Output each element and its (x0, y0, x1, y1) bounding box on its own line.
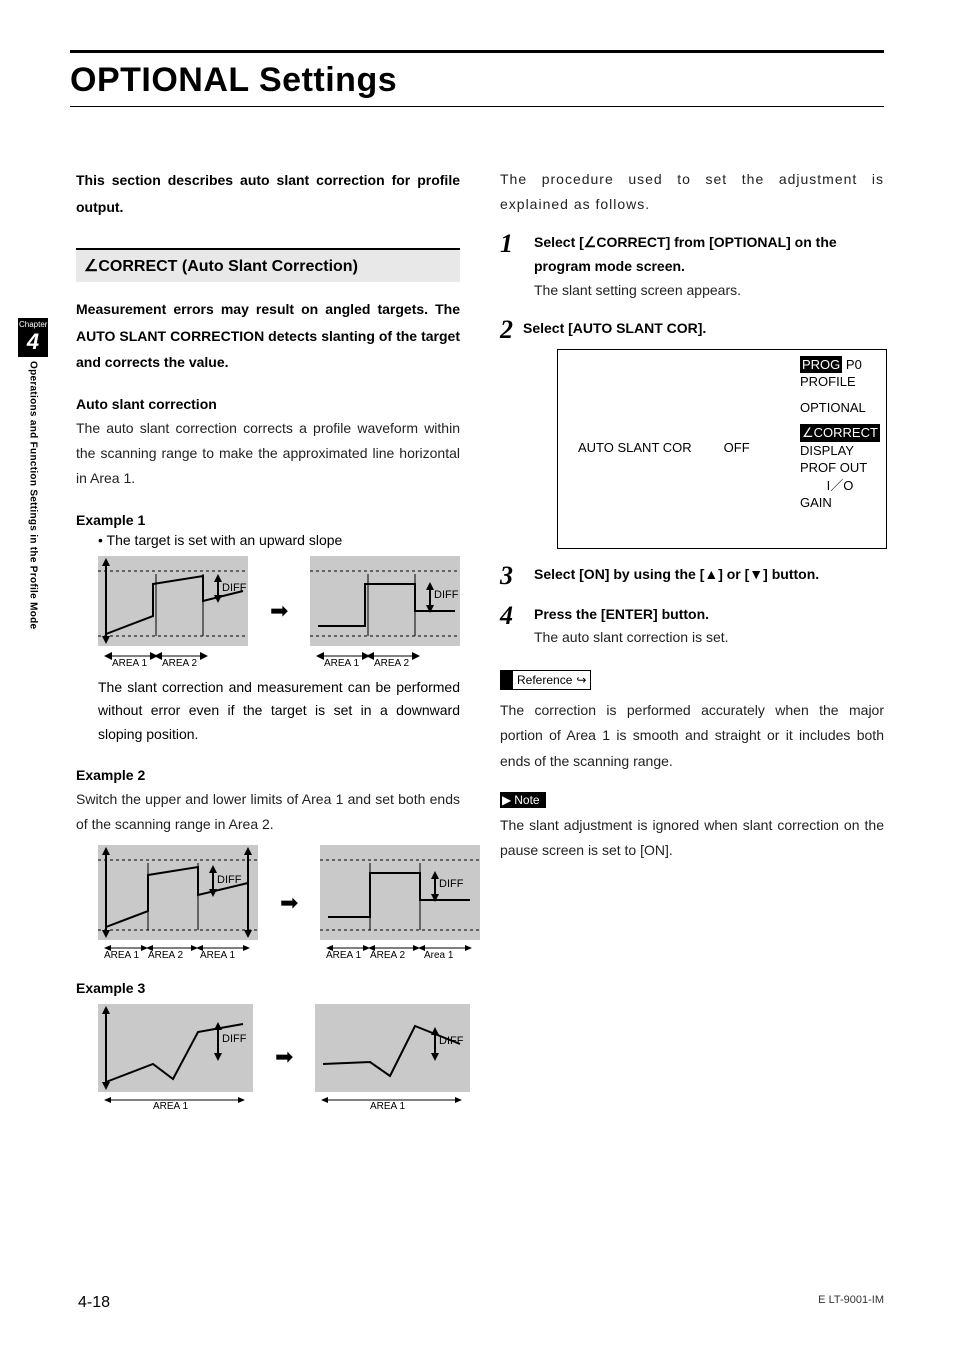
diagram-ex3-right: DIFF AREA 1 (315, 1004, 470, 1109)
top-rule (70, 50, 884, 53)
lcd-screen: PROG P0 PROFILE OPTIONAL ∠CORRECT DISPLA… (557, 349, 887, 549)
example2-body: Switch the upper and lower limits of Are… (76, 787, 460, 837)
arrow-icon: ➡ (270, 598, 288, 624)
svg-text:AREA 2: AREA 2 (374, 658, 409, 666)
diagram-ex2-left: DIFF AREA 1 AREA 2 AREA 1 (98, 845, 258, 960)
step-number: 3 (500, 563, 524, 589)
step-number: 2 (500, 317, 513, 549)
example1-caption: The slant correction and measurement can… (98, 676, 460, 747)
reference-body: The correction is performed accurately w… (500, 698, 884, 774)
svg-text:DIFF: DIFF (434, 589, 459, 601)
screen-profile: PROFILE (800, 373, 880, 391)
example1-diagrams: DIFF AREA 1 AREA 2 ➡ (98, 556, 460, 666)
example1-bullet: • The target is set with an upward slope (76, 532, 460, 548)
right-intro: The procedure used to set the adjustment… (500, 167, 884, 217)
step-number: 4 (500, 603, 524, 651)
svg-text:DIFF: DIFF (217, 874, 242, 886)
screen-center-val: OFF (724, 440, 750, 455)
svg-text:Area 1: Area 1 (424, 950, 454, 960)
example2-head: Example 2 (76, 767, 460, 783)
step-title: Press the [ENTER] button. (534, 603, 884, 627)
title-rule (70, 106, 884, 107)
step-title: Select [AUTO SLANT COR]. (523, 317, 887, 341)
lead-text: Measurement errors may result on angled … (76, 296, 460, 376)
diagram-ex3-left: DIFF AREA 1 (98, 1004, 253, 1109)
svg-text:AREA 1: AREA 1 (324, 658, 359, 666)
auto-slant-head: Auto slant correction (76, 396, 460, 412)
note-label: ▶Note (500, 792, 546, 808)
doc-id: E LT-9001-IM (818, 1294, 884, 1312)
svg-text:AREA 1: AREA 1 (112, 658, 147, 666)
chapter-text: Operations and Function Settings in the … (28, 361, 39, 629)
svg-text:AREA 1: AREA 1 (370, 1101, 405, 1109)
step-2: 2 Select [AUTO SLANT COR]. PROG P0 PROFI… (500, 317, 884, 549)
svg-text:DIFF: DIFF (222, 1033, 247, 1045)
svg-text:AREA 1: AREA 1 (153, 1101, 188, 1109)
example2-diagrams: DIFF AREA 1 AREA 2 AREA 1 ➡ (98, 845, 460, 960)
section-subhead: ∠CORRECT (Auto Slant Correction) (76, 248, 460, 282)
step-desc: The auto slant correction is set. (534, 626, 884, 650)
page-number: 4-18 (78, 1294, 110, 1312)
screen-gain: GAIN (800, 494, 880, 512)
chapter-number: 4 (18, 329, 48, 357)
example3-diagrams: DIFF AREA 1 ➡ DIFF AREA 1 (98, 1004, 460, 1109)
svg-text:AREA 1: AREA 1 (326, 950, 361, 960)
chapter-label: Chapter (18, 318, 48, 329)
screen-center-label: AUTO SLANT COR (578, 440, 692, 455)
svg-text:AREA 2: AREA 2 (148, 950, 183, 960)
screen-correct: ∠CORRECT (800, 424, 880, 442)
intro-text: This section describes auto slant correc… (76, 167, 460, 220)
svg-text:DIFF: DIFF (439, 1035, 464, 1047)
left-column: This section describes auto slant correc… (70, 167, 460, 1119)
example1-head: Example 1 (76, 512, 460, 528)
diagram-ex1-right: DIFF AREA 1 AREA 2 (310, 556, 460, 666)
svg-text:AREA 2: AREA 2 (370, 950, 405, 960)
screen-prog: PROG (800, 356, 842, 374)
diagram-ex1-left: DIFF AREA 1 AREA 2 (98, 556, 248, 666)
screen-optional: OPTIONAL (800, 399, 880, 417)
svg-text:AREA 2: AREA 2 (162, 658, 197, 666)
page-footer: 4-18 E LT-9001-IM (78, 1294, 884, 1312)
step-1: 1 Select [∠CORRECT] from [OPTIONAL] on t… (500, 231, 884, 302)
screen-profout: PROF OUT (800, 459, 880, 477)
chapter-side-tab: Chapter 4 Operations and Function Settin… (18, 318, 48, 629)
step-title: Select [∠CORRECT] from [OPTIONAL] on the… (534, 231, 884, 279)
step-4: 4 Press the [ENTER] button. The auto sla… (500, 603, 884, 651)
note-body: The slant adjustment is ignored when sla… (500, 813, 884, 863)
page-title: OPTIONAL Settings (70, 61, 884, 100)
reference-label: Reference↪ (500, 670, 591, 690)
svg-text:DIFF: DIFF (222, 582, 247, 594)
svg-text:AREA 1: AREA 1 (200, 950, 235, 960)
arrow-icon: ➡ (280, 890, 298, 916)
svg-text:DIFF: DIFF (439, 878, 464, 890)
step-number: 1 (500, 231, 524, 302)
diagram-ex2-right: DIFF AREA 1 AREA 2 Area 1 (320, 845, 480, 960)
step-3: 3 Select [ON] by using the [▲] or [▼] bu… (500, 563, 884, 589)
svg-text:AREA 1: AREA 1 (104, 950, 139, 960)
right-column: The procedure used to set the adjustment… (500, 167, 884, 1119)
screen-p0: P0 (846, 357, 862, 372)
auto-slant-body: The auto slant correction corrects a pro… (76, 416, 460, 492)
screen-io: I／O (800, 477, 880, 495)
step-title: Select [ON] by using the [▲] or [▼] butt… (534, 563, 884, 587)
example3-head: Example 3 (76, 980, 460, 996)
step-desc: The slant setting screen appears. (534, 279, 884, 303)
screen-display: DISPLAY (800, 442, 880, 460)
arrow-icon: ➡ (275, 1044, 293, 1070)
